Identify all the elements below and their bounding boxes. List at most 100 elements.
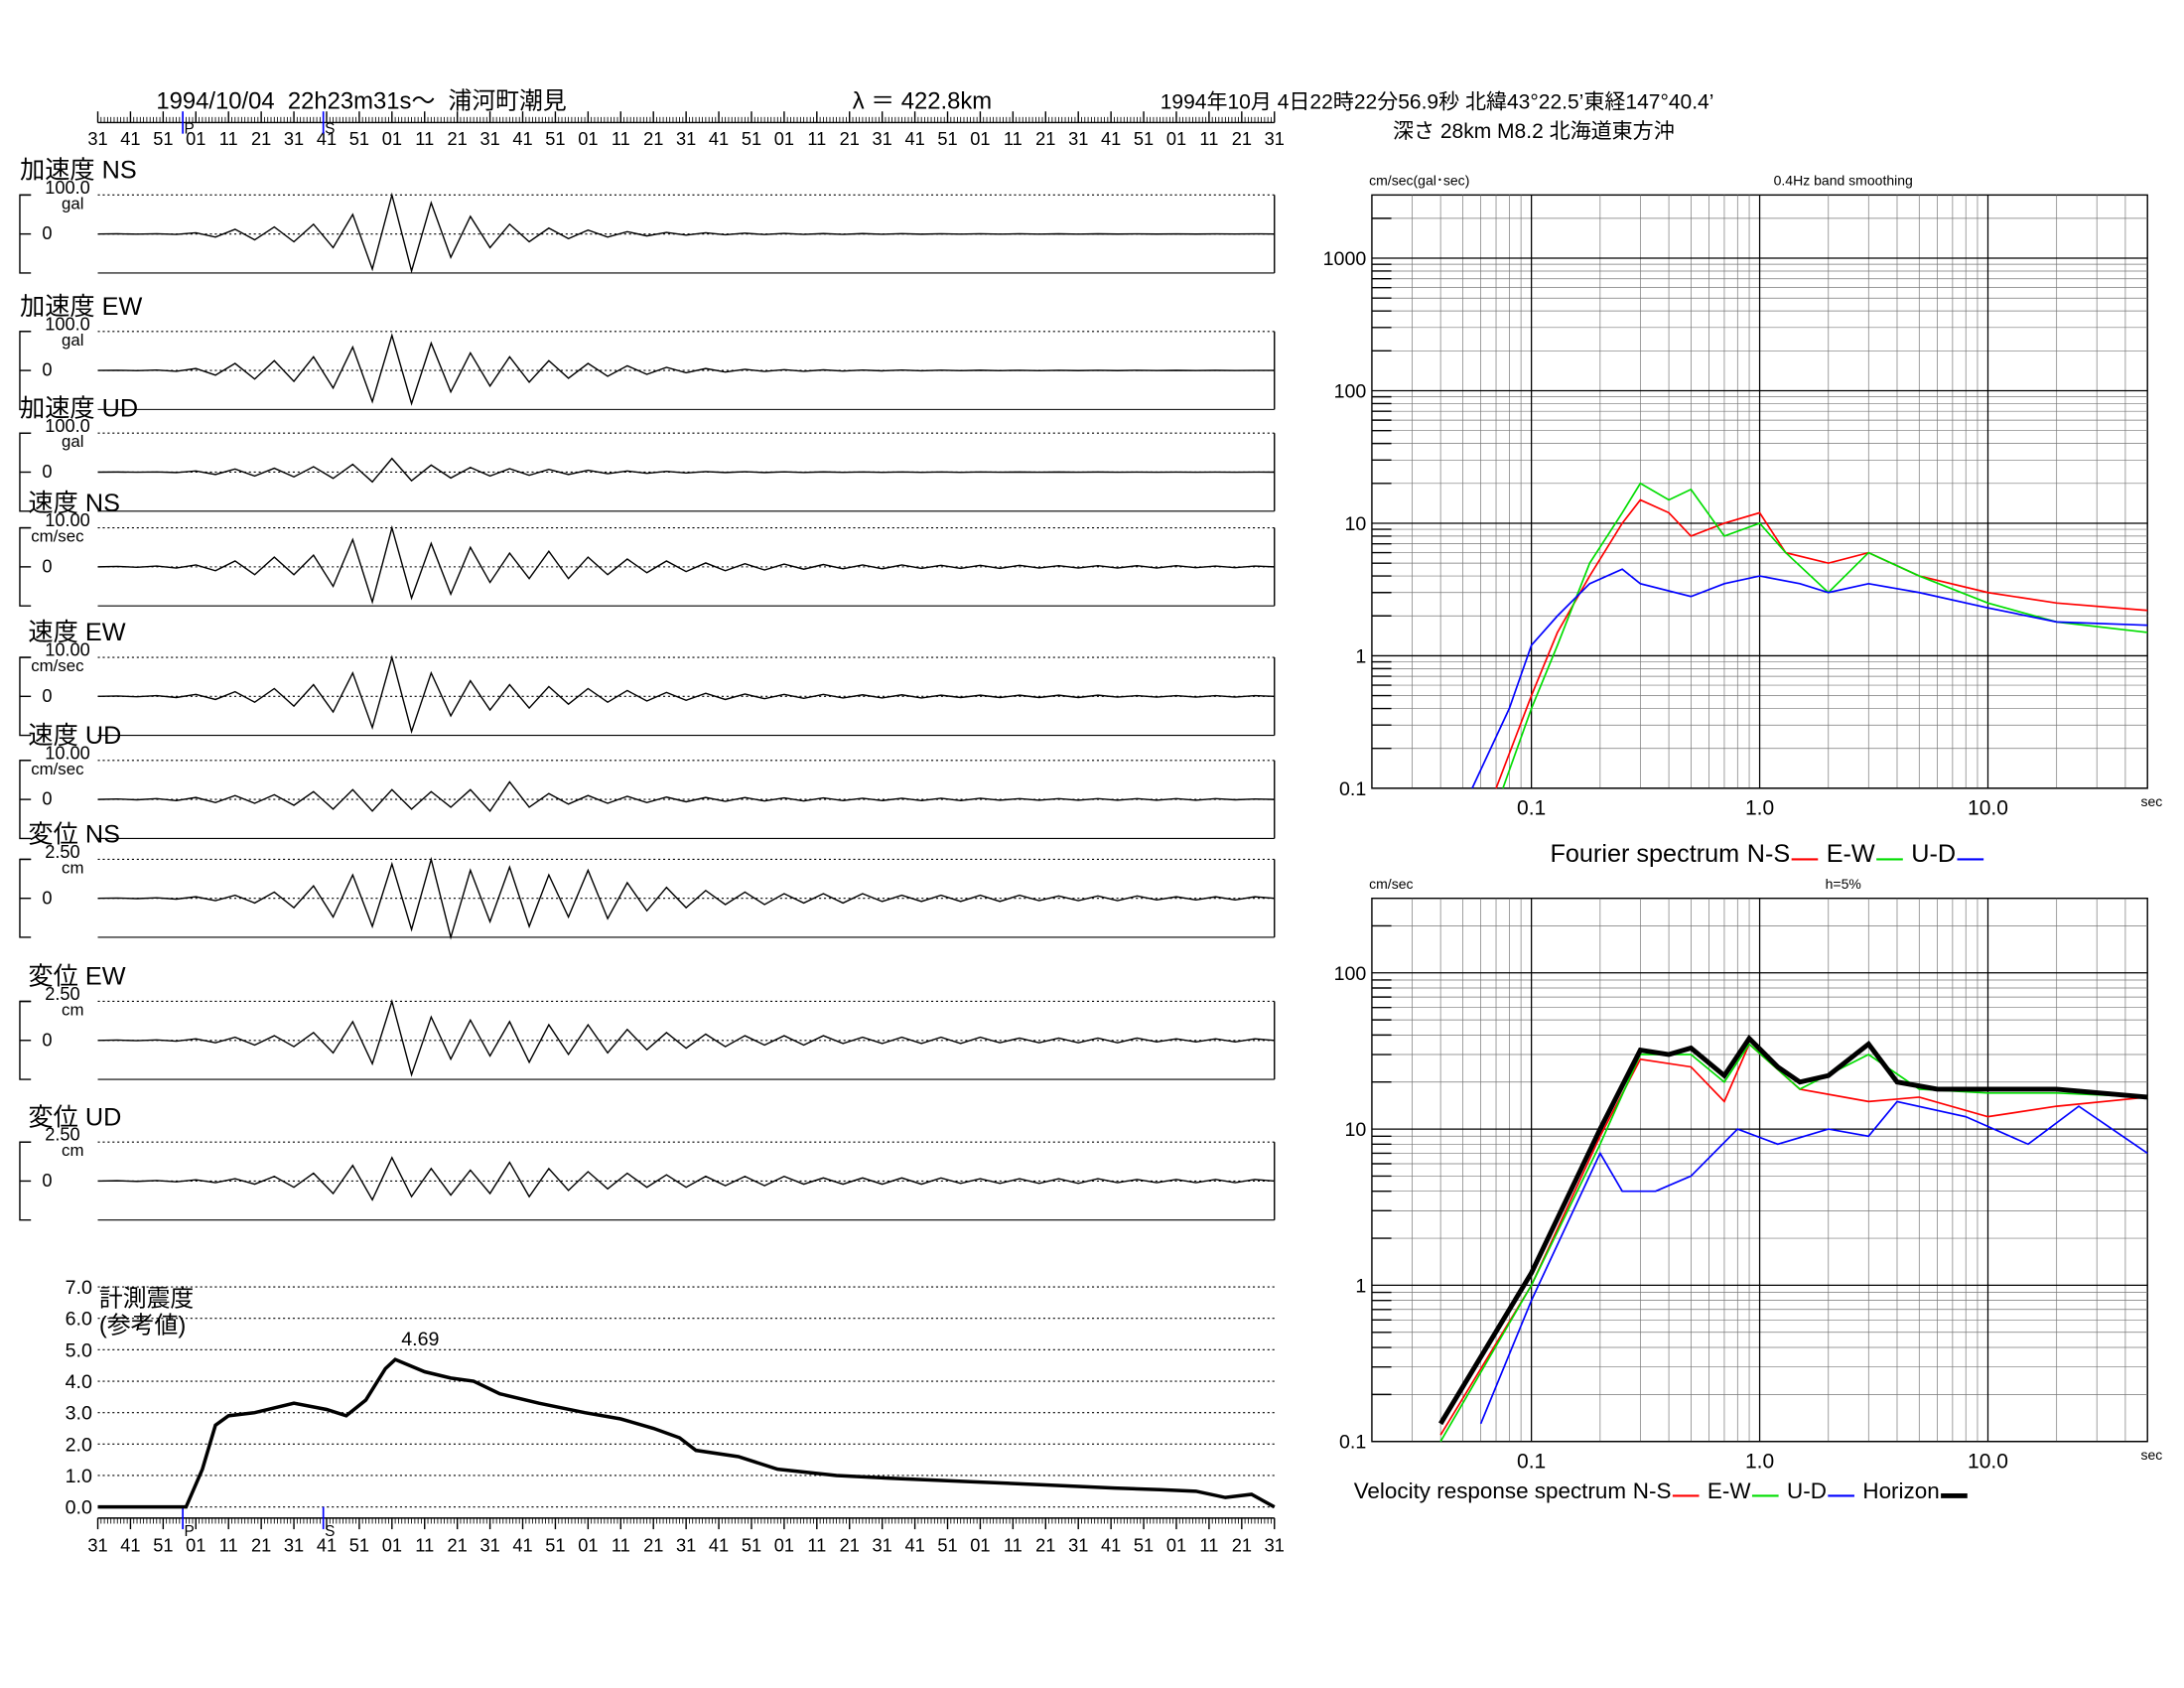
- y-tick-label: 100: [1334, 963, 1367, 985]
- x-tick-label: 31: [676, 128, 696, 149]
- x-tick-label: 1.0: [1745, 797, 1774, 820]
- spectrum-line: [1479, 1100, 2148, 1425]
- hypocenter: 深さ 28km M8.2 北海道東方沖: [1393, 120, 1675, 143]
- x-tick-label: 31: [1068, 128, 1088, 149]
- y-tick-label: 0: [42, 1029, 52, 1050]
- phase-label: P: [185, 1523, 195, 1540]
- y-tick-label: 100.0: [45, 313, 90, 334]
- x-tick-label: 41: [120, 1535, 140, 1556]
- x-tick-label: 31: [479, 128, 499, 149]
- peak-label: 4.69: [401, 1329, 439, 1350]
- y-tick-label: 2.50: [45, 983, 79, 1004]
- x-tick-label: 31: [284, 1535, 304, 1556]
- x-tick-label: 51: [153, 1535, 173, 1556]
- y-tick-label: 2.0: [66, 1434, 92, 1456]
- spectrum-line: [1439, 1043, 2148, 1443]
- y-tick-label: 1000: [1323, 248, 1367, 270]
- y-tick-label: 100.0: [45, 177, 90, 198]
- trace-label: 速度 NS: [28, 490, 120, 517]
- trace: [97, 654, 1275, 735]
- y-tick-label: 0: [42, 359, 52, 380]
- x-tick-label: 0.1: [1517, 797, 1546, 820]
- x-tick-label: 41: [1101, 128, 1121, 149]
- x-tick-label: 51: [349, 128, 369, 149]
- x-tick-label: 11: [612, 128, 630, 149]
- y-tick-label: 1: [1355, 645, 1366, 667]
- x-tick-label: 41: [904, 128, 924, 149]
- y-axis-label: 計測震度: [99, 1286, 194, 1313]
- x-tick-label: 01: [186, 1535, 205, 1556]
- y-tick-label: 7.0: [66, 1277, 92, 1299]
- y-tick-label: 10.00: [45, 509, 90, 530]
- x-tick-label: 41: [317, 1535, 337, 1556]
- chart-title: h=5%: [1826, 876, 1861, 892]
- trace: [97, 457, 1275, 484]
- x-tick-label: 11: [1004, 128, 1023, 149]
- phase-label: S: [325, 121, 335, 138]
- spectrum-line: [1438, 1035, 2148, 1426]
- y-tick-label: 0: [42, 788, 52, 809]
- y-tick-label: 10.00: [45, 639, 90, 660]
- intensity-line: [97, 1357, 1276, 1509]
- trace-label: 変位 UD: [28, 1103, 121, 1131]
- x-tick-label: 31: [87, 128, 107, 149]
- x-tick-label: 01: [774, 128, 794, 149]
- x-tick-label: 21: [448, 1535, 468, 1556]
- unit-label: cm: [62, 858, 83, 877]
- trace-label: 加速度 EW: [20, 293, 143, 321]
- x-tick-label: 41: [512, 1535, 532, 1556]
- x-tick-label: 41: [709, 1535, 729, 1556]
- x-tick-label: 21: [1035, 1535, 1055, 1556]
- x-tick-label: 41: [709, 128, 729, 149]
- trace: [97, 998, 1275, 1077]
- phase-label: P: [185, 121, 195, 138]
- y-tick-label: 1.0: [66, 1466, 92, 1487]
- x-tick-label: 21: [251, 128, 271, 149]
- unit-label: gal: [62, 331, 83, 350]
- y-axis-label: cm/sec(gal･sec): [1369, 173, 1469, 189]
- trace: [97, 856, 1275, 940]
- x-axis-label: sec: [2141, 793, 2163, 809]
- trace: [97, 192, 1275, 274]
- x-tick-label: 01: [1166, 1535, 1186, 1556]
- x-tick-label: 01: [578, 128, 598, 149]
- y-tick-label: 10: [1344, 513, 1366, 535]
- y-tick-label: 0: [42, 555, 52, 576]
- y-tick-label: 2.50: [45, 1124, 79, 1145]
- x-tick-label: 11: [415, 128, 434, 149]
- trace-label: 速度 UD: [28, 722, 121, 750]
- spectrum-line: [1495, 498, 2148, 789]
- x-tick-label: 1.0: [1745, 1450, 1774, 1473]
- legend-label: U-D: [1911, 840, 1956, 868]
- x-tick-label: 11: [807, 128, 826, 149]
- x-tick-label: 31: [1265, 128, 1285, 149]
- x-tick-label: 21: [643, 128, 663, 149]
- x-tick-label: 21: [840, 1535, 860, 1556]
- origin-time: 1994年10月 4日22時22分56.9秒 北緯43°22.5’東経147°4…: [1160, 90, 1714, 113]
- y-tick-label: 0: [42, 1170, 52, 1191]
- unit-label: gal: [62, 194, 83, 212]
- x-tick-label: 11: [807, 1535, 826, 1556]
- x-tick-label: 11: [1004, 1535, 1023, 1556]
- y-tick-label: 6.0: [66, 1309, 92, 1331]
- x-tick-label: 31: [87, 1535, 107, 1556]
- unit-label: cm/sec: [31, 760, 83, 778]
- x-tick-label: 01: [382, 128, 402, 149]
- x-tick-label: 10.0: [1968, 797, 2008, 820]
- y-tick-label: 1: [1355, 1275, 1366, 1297]
- x-tick-label: 41: [317, 128, 337, 149]
- x-tick-label: 21: [840, 128, 860, 149]
- x-tick-label: 01: [970, 128, 990, 149]
- x-tick-label: 31: [1265, 1535, 1285, 1556]
- x-tick-label: 51: [742, 1535, 761, 1556]
- x-tick-label: 21: [1232, 1535, 1252, 1556]
- x-tick-label: 11: [219, 128, 238, 149]
- x-tick-label: 01: [578, 1535, 598, 1556]
- x-tick-label: 51: [1134, 1535, 1154, 1556]
- legend-label: N-S: [1633, 1478, 1672, 1503]
- x-tick-label: 51: [937, 1535, 957, 1556]
- y-tick-label: 0.1: [1339, 1432, 1366, 1454]
- x-tick-label: 31: [284, 128, 304, 149]
- x-tick-label: 01: [774, 1535, 794, 1556]
- x-tick-label: 31: [676, 1535, 696, 1556]
